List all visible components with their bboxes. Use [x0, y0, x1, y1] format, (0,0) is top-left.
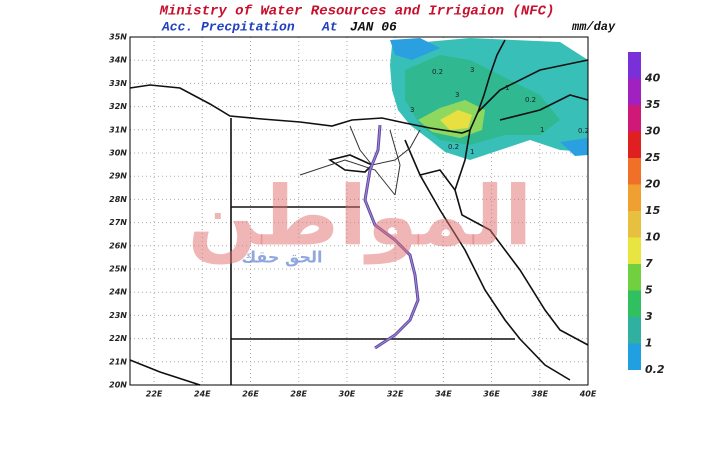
colorbar-label: 30: [645, 125, 661, 138]
colorbar-label: 5: [645, 284, 653, 297]
colorbar-segment: [628, 264, 641, 291]
precip-10: [440, 110, 472, 130]
colorbar-segment: [628, 105, 641, 132]
lon-label: 26E: [242, 390, 259, 399]
product: Acc. Precpitation: [161, 19, 295, 34]
lat-label: 23N: [109, 311, 127, 320]
colorbar-label: 25: [645, 151, 661, 164]
precip-02b: [560, 138, 588, 156]
lon-label: 30E: [339, 390, 356, 399]
lat-label: 26N: [109, 241, 127, 250]
sinai: [419, 169, 456, 191]
colorbar-label: 10: [645, 231, 661, 244]
colorbar-label: 7: [645, 257, 653, 270]
contour-label: 0.2: [525, 96, 536, 104]
contour-label: 3: [410, 106, 414, 114]
border-east-2: [499, 94, 589, 121]
title: Ministry of Water Resources and Irrigaio…: [159, 4, 555, 20]
colorbar-label: 1: [645, 337, 653, 350]
lon-label: 40E: [579, 390, 597, 399]
grid: [130, 37, 588, 385]
colorbar-segment: [628, 158, 641, 185]
lat-label: 28N: [109, 195, 127, 204]
colorbar-label: 0.2: [645, 363, 665, 376]
red-sea-west: [404, 139, 571, 381]
watermark-name: المواطن: [188, 169, 532, 264]
watermark-slogan: الحق حقك: [242, 248, 323, 267]
contour-label: 0.2: [432, 68, 443, 76]
colorbar-segment: [628, 290, 641, 317]
depression: [328, 154, 374, 173]
governorates: [299, 125, 421, 196]
colorbar-segment: [628, 343, 641, 370]
units: mm/day: [571, 20, 616, 34]
lat-label: 25N: [109, 265, 127, 274]
lat-label: 22N: [109, 334, 127, 343]
contour-label: 0.2: [578, 127, 589, 135]
colorbar-segment: [628, 131, 641, 158]
lon-label: 34E: [435, 390, 452, 399]
colorbar-segment: [628, 317, 641, 344]
border-east-1: [477, 59, 589, 113]
lon-label: 38E: [531, 390, 548, 399]
lon-label: 28E: [290, 390, 307, 399]
colorbar-label: 3: [645, 310, 653, 323]
map: 0.2 3 1 0.2 3 1 0.2 0.2 3 1 المواطن الحق حقك: [129, 36, 589, 386]
colorbar-label: 35: [645, 98, 661, 111]
colorbar-segment: [628, 52, 641, 79]
colorbar-label: 20: [645, 178, 661, 191]
lat-label: 24N: [109, 288, 127, 297]
colorbar-label: 40: [644, 72, 661, 85]
nile-inner: [364, 124, 419, 349]
lat-label: 35N: [109, 33, 127, 42]
lat-label: 31N: [109, 125, 127, 134]
at-label: At: [321, 19, 338, 34]
lon-label: 24E: [194, 390, 211, 399]
contour-label: 1: [470, 148, 474, 156]
border-sw: [129, 359, 201, 386]
lon-label: 22E: [146, 390, 163, 399]
date: JAN 06: [350, 19, 397, 34]
red-sea-east: [454, 129, 589, 346]
contour-label: 1: [540, 126, 544, 134]
levant-coast: [469, 39, 506, 131]
colorbar-segment: [628, 184, 641, 211]
contour-labels: 0.2 3 1 0.2 3 1 0.2 0.2 3 1: [410, 66, 589, 156]
lat-label: 33N: [109, 79, 127, 88]
lat-label: 30N: [109, 149, 127, 158]
precip-02: [390, 38, 440, 60]
lat-label: 34N: [109, 56, 127, 65]
lat-label: 27N: [109, 218, 127, 227]
colorbar: 40 35 30 25 20 15 10 7 5 3 1 0.2: [628, 52, 665, 376]
lat-label: 32N: [109, 102, 127, 111]
contour-label: 3: [455, 91, 459, 99]
lon-label: 32E: [387, 390, 404, 399]
contour-label: 1: [505, 84, 509, 92]
colorbar-segment: [628, 211, 641, 238]
contour-label: 0.2: [448, 143, 459, 151]
lat-label: 20N: [109, 381, 127, 390]
colorbar-label: 15: [645, 204, 661, 217]
borders: [129, 39, 589, 386]
lon-label: 36E: [483, 390, 500, 399]
contour-label: 3: [470, 66, 474, 74]
lat-label: 21N: [109, 357, 127, 366]
colorbar-segment: [628, 78, 641, 105]
map-frame: [129, 36, 589, 386]
coastline: [129, 84, 471, 134]
colorbar-segment: [628, 237, 641, 264]
lat-label: 29N: [109, 172, 127, 181]
